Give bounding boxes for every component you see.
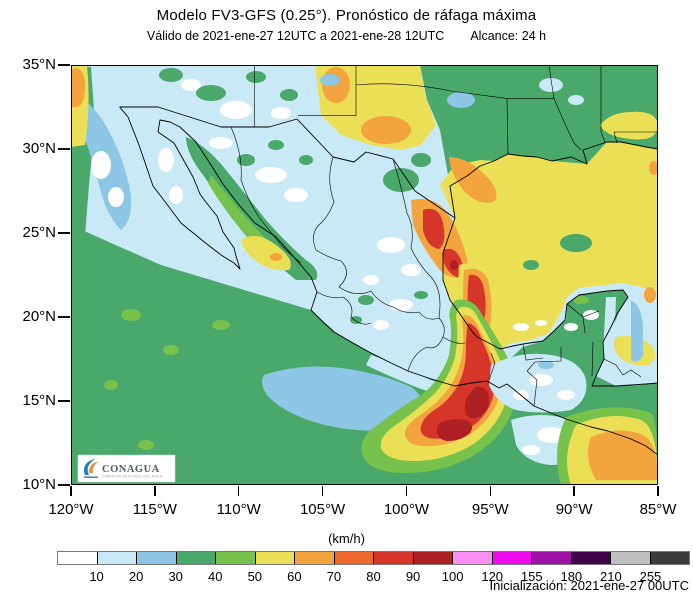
logo-tagline: COMISIÓN NACIONAL DEL AGUA (102, 474, 163, 479)
legend-value: 180 (560, 569, 583, 584)
legend-value: 50 (247, 569, 263, 584)
legend-value: 40 (208, 569, 223, 584)
legend-segment (532, 552, 572, 564)
legend-segment (611, 552, 651, 564)
legend-segment (255, 552, 295, 564)
lat-tick-mark (58, 484, 70, 486)
initialization-label: Inicialización: 2021-ene-27 00UTC (489, 578, 689, 593)
legend-value: 30 (168, 569, 183, 584)
legend-segment (216, 552, 256, 564)
lon-tick-mark (237, 486, 240, 496)
legend-value: 100 (441, 569, 464, 584)
conagua-logo: CONAGUA COMISIÓN NACIONAL DEL AGUA (77, 454, 176, 483)
lon-tick-mark (405, 486, 408, 496)
legend-value: 155 (520, 569, 543, 584)
legend-segment (374, 552, 414, 564)
lon-tick-label: 120°W (48, 501, 94, 518)
legend-segment (58, 552, 98, 564)
legend-value: 10 (89, 569, 104, 584)
legend-value: 210 (600, 569, 622, 584)
legend-segment (453, 552, 493, 564)
logo-swoosh-orange-icon (89, 462, 98, 473)
lon-tick-mark (70, 486, 72, 496)
logo-name: CONAGUA (102, 464, 160, 475)
legend-value: 70 (326, 569, 342, 584)
lat-tick-label: 10°N (22, 476, 56, 493)
lon-tick-label: 115°W (132, 501, 177, 518)
lon-tick-label: 90°W (555, 501, 593, 518)
valid-range-label: Válido de 2021-ene-27 12UTC a 2021-ene-2… (146, 29, 445, 43)
lon-tick-mark (489, 486, 492, 496)
page-subtitle: Válido de 2021-ene-27 12UTC a 2021-ene-2… (0, 29, 693, 43)
legend-value: 90 (405, 569, 421, 584)
legend-segment (295, 552, 335, 564)
lat-tick-mark (58, 316, 70, 318)
lon-tick-mark (154, 486, 156, 496)
lat-tick-label: 30°N (22, 140, 56, 157)
legend-bar (57, 551, 690, 565)
legend-segment (650, 552, 689, 564)
wind-field (71, 65, 658, 485)
lon-tick-label: 105°W (299, 501, 346, 518)
legend-segment (492, 552, 532, 564)
lat-tick-mark (58, 232, 70, 234)
coastlines (119, 106, 658, 456)
wind-field-svg: CONAGUA COMISIÓN NACIONAL DEL AGUA (71, 65, 658, 485)
legend-segment (334, 552, 374, 564)
lat-tick-label: 25°N (22, 224, 56, 241)
legend-value: 120 (481, 569, 504, 584)
lat-tick-mark (58, 64, 70, 66)
lon-tick-mark (321, 486, 324, 496)
state-borders (230, 65, 658, 407)
alcance-label: Alcance: 24 h (470, 29, 547, 43)
page-title: Modelo FV3-GFS (0.25°). Pronóstico de rá… (156, 7, 537, 24)
legend-segment (571, 552, 611, 564)
legend-segment (413, 552, 453, 564)
lon-tick-label: 95°W (471, 501, 509, 518)
lon-tick-mark (657, 486, 659, 496)
legend-segment (97, 552, 137, 564)
lat-tick-label: 15°N (22, 392, 56, 409)
legend-segment (176, 552, 216, 564)
lat-tick-label: 35°N (22, 56, 56, 73)
map-plot-area: CONAGUA COMISIÓN NACIONAL DEL AGUA (71, 65, 658, 485)
lon-tick-mark (573, 486, 575, 496)
legend-value: 255 (639, 569, 662, 584)
lon-tick-label: 110°W (216, 501, 261, 518)
lat-tick-mark (58, 148, 70, 150)
legend-value: 60 (287, 569, 302, 584)
map-frame (71, 65, 658, 485)
lat-tick-mark (58, 400, 70, 402)
legend-segment (137, 552, 177, 564)
lat-tick-label: 20°N (22, 308, 56, 325)
lon-tick-label: 100°W (383, 501, 430, 518)
legend-units-label: (km/h) (328, 531, 365, 546)
legend-value: 80 (366, 569, 381, 584)
logo-swoosh-blue-icon (84, 459, 95, 475)
legend-value: 20 (128, 569, 144, 584)
lon-tick-label: 85°W (639, 501, 677, 518)
